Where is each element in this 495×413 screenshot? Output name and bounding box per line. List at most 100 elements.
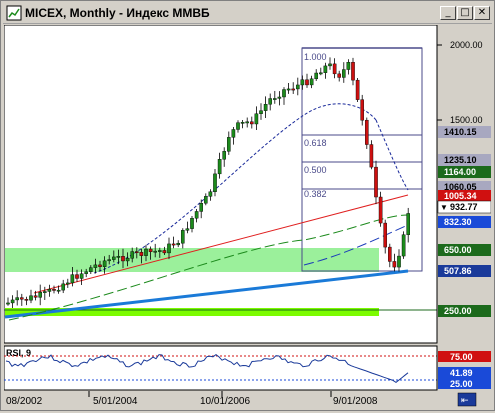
- candle-body: [144, 248, 148, 256]
- rsi-badge-75-bg: [438, 351, 491, 362]
- candle-body: [328, 63, 332, 67]
- badge-650-bg: [438, 244, 491, 256]
- candle-body: [337, 73, 342, 78]
- rsi-badge-41: 41.89: [450, 368, 473, 378]
- time-label-2006: 10/01/2006: [200, 396, 250, 407]
- candle-body: [226, 137, 231, 152]
- candle-body: [10, 299, 15, 304]
- candle-body: [323, 65, 328, 73]
- candle-body: [300, 79, 305, 86]
- candle-body: [277, 96, 282, 99]
- current-price-marker-icon: ▼: [440, 203, 448, 212]
- candle-body: [15, 297, 20, 301]
- candle-body: [29, 295, 33, 301]
- title-bar[interactable]: MICEX, Monthly - Индекс ММВБ _ □ ✕: [3, 3, 492, 24]
- candle-body: [199, 203, 204, 212]
- candle-body: [75, 274, 79, 279]
- maximize-button[interactable]: □: [457, 6, 473, 20]
- rsi-panel[interactable]: [3, 345, 438, 391]
- candle-body: [374, 166, 378, 198]
- price-tick-2000: 2000.00: [450, 40, 483, 50]
- candle-body: [121, 256, 125, 262]
- candle-body: [217, 159, 222, 175]
- candle-body: [383, 222, 388, 248]
- blue-trend-line: [4, 269, 409, 319]
- candle-body: [222, 151, 227, 160]
- scroll-end-button[interactable]: [457, 392, 477, 407]
- blue-dotted-ma-upper: [93, 103, 377, 274]
- candle-body: [291, 88, 296, 91]
- candle-body: [355, 79, 360, 100]
- fib-label-382: 0.382: [304, 189, 327, 199]
- candle-body: [360, 99, 365, 121]
- fib-label-1000: 1.000: [304, 52, 327, 62]
- time-axis[interactable]: [4, 391, 437, 408]
- candle-body: [111, 256, 116, 260]
- candle-body: [259, 110, 263, 114]
- price-badge-1005: 1005.34: [444, 191, 477, 201]
- price-badge-650: 650.00: [444, 245, 472, 255]
- candle-body: [93, 264, 98, 268]
- blue-dotted-ma-lower: [375, 119, 409, 191]
- candle-body: [70, 274, 75, 284]
- price-tick-1500: 1500.00: [450, 115, 483, 125]
- fib-label-500: 0.500: [304, 165, 327, 175]
- candle-body: [369, 144, 374, 168]
- close-button[interactable]: ✕: [474, 6, 490, 20]
- candle-body: [38, 292, 42, 298]
- candle-body: [88, 267, 93, 272]
- candle-body: [107, 259, 111, 262]
- badge-507-bg: [438, 265, 491, 277]
- candle-body: [236, 122, 240, 130]
- candle-body: [203, 196, 208, 204]
- candle-body: [130, 251, 134, 259]
- candle-body: [378, 196, 383, 224]
- candlestick-series: [6, 57, 411, 308]
- candle-body: [185, 228, 190, 231]
- time-label-2004: 5/01/2004: [93, 396, 138, 407]
- candle-body: [309, 78, 314, 86]
- rsi-badge-25-bg: [438, 378, 491, 389]
- candle-body: [208, 191, 213, 197]
- badge-250-bg: [438, 305, 491, 317]
- candle-body: [240, 122, 245, 124]
- time-label-2008: 9/01/2008: [333, 396, 378, 407]
- candle-body: [125, 258, 130, 262]
- price-badge-507: 507.86: [444, 266, 472, 276]
- candle-body: [47, 289, 52, 292]
- candle-body: [148, 248, 153, 252]
- candle-body: [392, 261, 397, 268]
- candle-body: [102, 260, 107, 267]
- red-trend-line: [33, 194, 409, 294]
- candle-body: [351, 62, 355, 81]
- candle-body: [406, 213, 411, 235]
- fib-label-618: 0.618: [304, 138, 327, 148]
- candle-body: [167, 243, 171, 254]
- candle-body: [268, 98, 273, 105]
- chart-app-icon: [6, 5, 22, 21]
- candle-body: [273, 98, 277, 100]
- blue-dashed-ma: [303, 224, 409, 266]
- candle-body: [56, 289, 61, 292]
- candle-body: [397, 255, 401, 268]
- price-panel[interactable]: [3, 24, 438, 344]
- candle-body: [401, 234, 406, 257]
- candle-body: [346, 62, 351, 70]
- candle-body: [314, 72, 319, 80]
- chart-area[interactable]: 1.000 0.618 0.500 0.382 2000.00 1500.00: [3, 24, 492, 408]
- minimize-button[interactable]: _: [440, 6, 456, 20]
- badge-1164-bg: [438, 166, 491, 178]
- candle-body: [194, 211, 199, 219]
- price-badge-932: 932.77: [450, 202, 478, 212]
- candle-body: [79, 273, 84, 279]
- candle-body: [332, 63, 337, 75]
- candle-body: [139, 252, 144, 256]
- candle-body: [365, 119, 369, 145]
- candle-body: [254, 113, 259, 125]
- price-badge-832: 832.30: [444, 217, 472, 227]
- candle-body: [43, 291, 47, 293]
- candle-body: [66, 282, 70, 285]
- candle-body: [263, 104, 268, 111]
- candle-body: [153, 250, 158, 253]
